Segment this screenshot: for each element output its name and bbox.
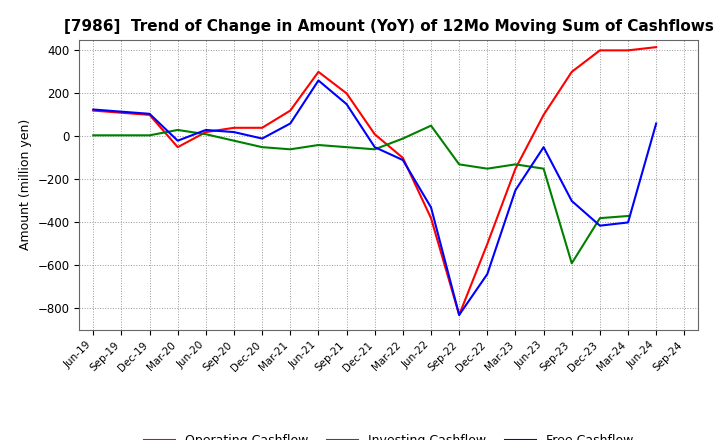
Free Cashflow	[202, 127, 210, 132]
Free Cashflow	[230, 129, 238, 135]
Operating Cashflow	[314, 69, 323, 74]
Free Cashflow	[567, 198, 576, 204]
Investing Cashflow	[483, 166, 492, 171]
Operating Cashflow	[89, 108, 98, 113]
Operating Cashflow	[370, 132, 379, 137]
Free Cashflow	[117, 109, 126, 114]
Operating Cashflow	[455, 312, 464, 318]
Investing Cashflow	[567, 260, 576, 266]
Investing Cashflow	[399, 136, 408, 141]
Free Cashflow	[399, 158, 408, 163]
Operating Cashflow	[624, 48, 632, 53]
Investing Cashflow	[174, 127, 182, 132]
Operating Cashflow	[652, 44, 660, 50]
Operating Cashflow	[342, 91, 351, 96]
Investing Cashflow	[117, 133, 126, 138]
Legend: Operating Cashflow, Investing Cashflow, Free Cashflow: Operating Cashflow, Investing Cashflow, …	[139, 429, 639, 440]
Free Cashflow	[652, 121, 660, 126]
Free Cashflow	[539, 144, 548, 150]
Operating Cashflow	[145, 112, 154, 117]
Investing Cashflow	[286, 147, 294, 152]
Investing Cashflow	[427, 123, 436, 128]
Line: Free Cashflow: Free Cashflow	[94, 81, 656, 315]
Operating Cashflow	[202, 129, 210, 135]
Investing Cashflow	[511, 162, 520, 167]
Operating Cashflow	[230, 125, 238, 130]
Operating Cashflow	[258, 125, 266, 130]
Operating Cashflow	[286, 108, 294, 113]
Free Cashflow	[511, 187, 520, 193]
Operating Cashflow	[427, 216, 436, 221]
Investing Cashflow	[89, 133, 98, 138]
Operating Cashflow	[511, 166, 520, 171]
Operating Cashflow	[483, 241, 492, 246]
Investing Cashflow	[455, 162, 464, 167]
Operating Cashflow	[595, 48, 604, 53]
Operating Cashflow	[399, 155, 408, 161]
Free Cashflow	[427, 205, 436, 210]
Operating Cashflow	[567, 69, 576, 74]
Y-axis label: Amount (million yen): Amount (million yen)	[19, 119, 32, 250]
Operating Cashflow	[117, 110, 126, 115]
Investing Cashflow	[342, 144, 351, 150]
Free Cashflow	[342, 102, 351, 107]
Free Cashflow	[483, 271, 492, 277]
Free Cashflow	[258, 136, 266, 141]
Title: [7986]  Trend of Change in Amount (YoY) of 12Mo Moving Sum of Cashflows: [7986] Trend of Change in Amount (YoY) o…	[64, 19, 714, 34]
Free Cashflow	[455, 312, 464, 318]
Free Cashflow	[89, 107, 98, 112]
Investing Cashflow	[145, 133, 154, 138]
Free Cashflow	[595, 223, 604, 228]
Investing Cashflow	[230, 138, 238, 143]
Operating Cashflow	[539, 112, 548, 117]
Free Cashflow	[286, 121, 294, 126]
Free Cashflow	[314, 78, 323, 83]
Operating Cashflow	[174, 144, 182, 150]
Free Cashflow	[370, 144, 379, 150]
Investing Cashflow	[258, 144, 266, 150]
Investing Cashflow	[624, 213, 632, 219]
Investing Cashflow	[595, 216, 604, 221]
Investing Cashflow	[370, 147, 379, 152]
Line: Investing Cashflow: Investing Cashflow	[94, 126, 628, 263]
Free Cashflow	[174, 138, 182, 143]
Line: Operating Cashflow: Operating Cashflow	[94, 47, 656, 315]
Investing Cashflow	[314, 143, 323, 148]
Investing Cashflow	[539, 166, 548, 171]
Free Cashflow	[624, 220, 632, 225]
Investing Cashflow	[202, 132, 210, 137]
Free Cashflow	[145, 111, 154, 117]
